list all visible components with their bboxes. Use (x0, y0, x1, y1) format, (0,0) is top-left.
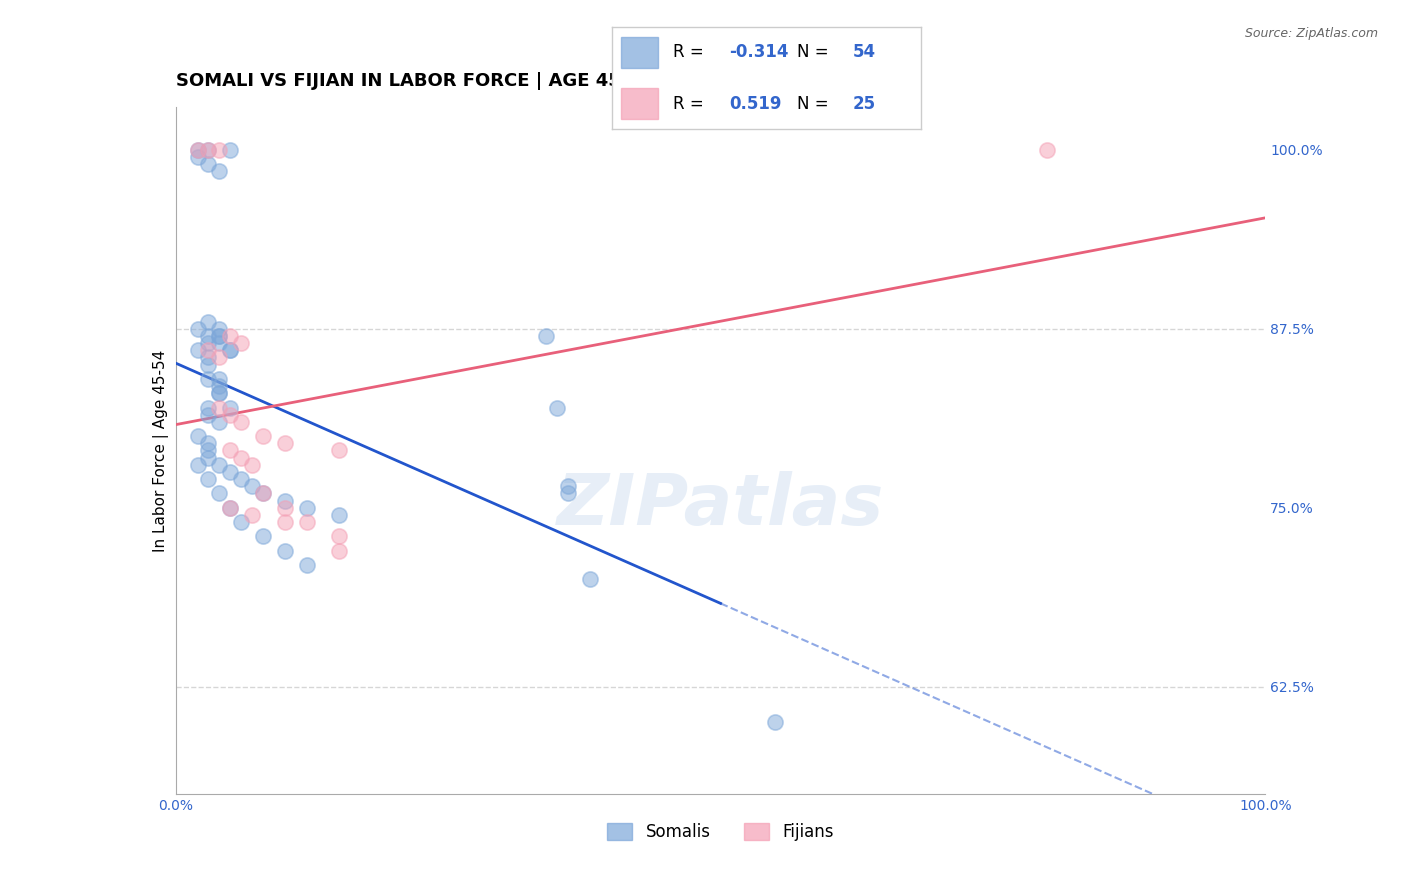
Point (197, 450, 219, 465)
Point (208, 415, 231, 429)
Point (252, 429, 274, 443)
Point (186, 458, 209, 472)
Point (231, 415, 253, 429)
Point (231, 515, 253, 529)
Point (557, 486, 579, 500)
Point (534, 329, 557, 343)
Legend: Somalis, Fijians: Somalis, Fijians (600, 816, 841, 847)
Point (328, 443, 350, 458)
Point (186, 150, 209, 164)
Text: 0.519: 0.519 (730, 95, 782, 112)
Point (219, 343, 242, 358)
Point (208, 329, 231, 343)
Point (197, 343, 219, 358)
Point (219, 443, 242, 458)
Point (208, 486, 231, 500)
Point (274, 543, 297, 558)
Point (197, 351, 219, 365)
Point (1036, 143, 1059, 157)
Point (186, 429, 209, 443)
Point (219, 500, 242, 515)
Point (197, 408, 219, 422)
Point (763, 715, 786, 730)
Text: 54: 54 (853, 44, 876, 62)
Point (197, 143, 219, 157)
Point (219, 329, 242, 343)
Point (274, 500, 297, 515)
Point (186, 143, 209, 157)
Point (197, 358, 219, 372)
FancyBboxPatch shape (621, 88, 658, 119)
Text: Source: ZipAtlas.com: Source: ZipAtlas.com (1244, 27, 1378, 40)
Point (208, 336, 231, 351)
Point (252, 529, 274, 543)
Point (274, 515, 297, 529)
Text: R =: R = (673, 95, 714, 112)
Point (197, 472, 219, 486)
Point (219, 401, 242, 415)
Point (186, 322, 209, 336)
Point (186, 343, 209, 358)
Text: N =: N = (797, 44, 834, 62)
Y-axis label: In Labor Force | Age 45-54: In Labor Force | Age 45-54 (153, 350, 169, 551)
Point (197, 329, 219, 343)
Point (208, 372, 231, 386)
Point (208, 458, 231, 472)
Point (197, 315, 219, 329)
Point (579, 572, 602, 586)
Text: SOMALI VS FIJIAN IN LABOR FORCE | AGE 45-54 CORRELATION CHART: SOMALI VS FIJIAN IN LABOR FORCE | AGE 45… (176, 72, 875, 90)
Text: -0.314: -0.314 (730, 44, 789, 62)
Point (328, 508, 350, 522)
Point (252, 486, 274, 500)
Point (208, 386, 231, 401)
Point (197, 336, 219, 351)
Point (328, 529, 350, 543)
Point (208, 164, 231, 178)
Point (197, 443, 219, 458)
Point (295, 515, 318, 529)
Point (208, 143, 231, 157)
Point (546, 401, 568, 415)
Point (208, 379, 231, 393)
Point (328, 543, 350, 558)
FancyBboxPatch shape (621, 37, 658, 68)
Point (231, 450, 253, 465)
Point (219, 143, 242, 157)
Point (186, 143, 209, 157)
Point (219, 465, 242, 479)
Point (208, 329, 231, 343)
Text: 25: 25 (853, 95, 876, 112)
Point (219, 408, 242, 422)
Point (197, 401, 219, 415)
Point (208, 322, 231, 336)
Point (240, 508, 263, 522)
Point (197, 143, 219, 157)
Point (274, 493, 297, 508)
Point (197, 157, 219, 171)
Point (219, 500, 242, 515)
Point (208, 351, 231, 365)
Point (231, 336, 253, 351)
Point (240, 479, 263, 493)
Point (231, 472, 253, 486)
Point (197, 436, 219, 450)
Point (208, 401, 231, 415)
Text: N =: N = (797, 95, 834, 112)
Point (208, 386, 231, 401)
Point (274, 436, 297, 450)
Point (557, 479, 579, 493)
Point (219, 343, 242, 358)
Text: R =: R = (673, 44, 710, 62)
Point (240, 458, 263, 472)
Point (252, 486, 274, 500)
Point (197, 372, 219, 386)
Text: ZIPatlas: ZIPatlas (557, 471, 884, 540)
Point (295, 558, 318, 572)
Point (295, 500, 318, 515)
